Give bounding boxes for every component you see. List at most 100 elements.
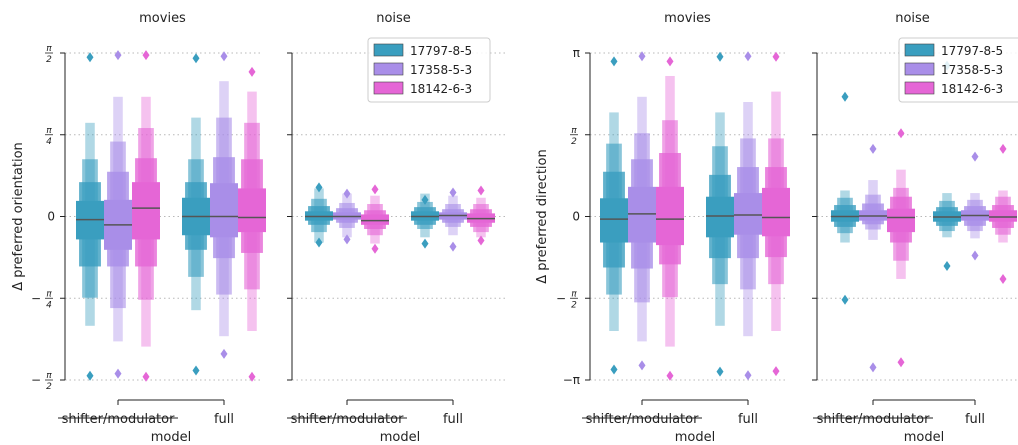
panel-title: noise (895, 11, 930, 26)
y-tick-label: π4 (45, 126, 53, 147)
boxen-18142-6-3-shifter/modulator (887, 128, 915, 368)
boxen-17797-8-5-shifter/modulator (600, 56, 628, 375)
outlier-point (86, 370, 94, 381)
outlier-point (772, 51, 780, 62)
boxen-17358-5-3-full (734, 51, 762, 381)
boxen-17797-8-5-full (411, 193, 439, 249)
y-tick-numerator: π (46, 44, 52, 54)
x-tick-label: shifter/modulator (817, 412, 931, 427)
legend-label: 17358-5-3 (941, 63, 1003, 77)
y-tick-label: π (573, 46, 580, 60)
outlier-point (315, 182, 323, 193)
boxen-level (887, 208, 915, 233)
y-tick-label: 0 (572, 210, 580, 224)
boxen-level (762, 187, 790, 237)
boxen-17797-8-5-full (706, 51, 734, 377)
boxen-18142-6-3-full (989, 143, 1017, 284)
boxen-level (989, 210, 1017, 222)
legend-label: 18142-6-3 (410, 82, 472, 96)
outlier-point (744, 51, 752, 62)
boxen-level (210, 183, 238, 238)
y-tick-sign: − (556, 291, 566, 305)
boxen-level (361, 214, 389, 225)
y-tick-label: 0 (47, 210, 55, 224)
outlier-point (114, 50, 122, 61)
panel-2: noise shifter/modulator full model 17797-8-5… (287, 11, 505, 445)
legend-label: 17797-8-5 (941, 44, 1003, 58)
panel-title: movies (139, 11, 186, 26)
boxen-18142-6-3-full (762, 51, 790, 377)
boxen-17797-8-5-full (933, 60, 961, 271)
x-axis-label: model (904, 430, 944, 445)
boxen-17358-5-3-full (210, 51, 238, 359)
y-tick-sign: − (31, 373, 41, 387)
boxen-level (628, 186, 656, 243)
outlier-point (999, 273, 1007, 284)
outlier-point (897, 128, 905, 139)
outlier-point (943, 260, 951, 271)
y-axis-label: Δ preferred direction (535, 149, 550, 283)
boxen-level (656, 186, 684, 246)
boxen-17797-8-5-shifter/modulator (305, 182, 333, 248)
outlier-point (114, 368, 122, 379)
y-tick-denominator: 4 (46, 300, 52, 310)
outlier-point (248, 371, 256, 382)
boxen-17358-5-3-shifter/modulator (628, 51, 656, 371)
outlier-point (449, 241, 457, 252)
y-tick-numerator: π (46, 371, 52, 381)
outlier-point (192, 53, 200, 64)
outlier-point (666, 370, 674, 381)
boxen-18142-6-3-shifter/modulator (132, 50, 160, 382)
outlier-point (343, 188, 351, 199)
y-tick-denominator: 2 (46, 55, 52, 65)
outlier-point (610, 364, 618, 375)
outlier-point (869, 362, 877, 373)
legend-swatch (904, 43, 935, 57)
boxen-17358-5-3-full (961, 151, 989, 261)
outlier-point (220, 51, 228, 62)
outlier-point (744, 370, 752, 381)
x-axis-label: model (675, 430, 715, 445)
boxen-18142-6-3-full (467, 185, 495, 246)
boxen-18142-6-3-shifter/modulator (656, 56, 684, 381)
outlier-point (477, 235, 485, 246)
x-tick-label: shifter/modulator (586, 412, 700, 427)
outlier-point (716, 366, 724, 377)
panel-title: noise (376, 11, 411, 26)
outlier-point (638, 360, 646, 371)
y-tick-numerator: π (46, 289, 52, 299)
y-tick-label: − π4 (31, 289, 53, 310)
boxen-level (238, 188, 266, 233)
legend-label: 17358-5-3 (410, 63, 472, 77)
legend-swatch (904, 81, 935, 95)
outlier-point (897, 357, 905, 368)
x-tick-label: full (738, 412, 758, 427)
legend: 17797-8-5 17358-5-3 18142-6-3 (367, 37, 491, 103)
outlier-point (638, 51, 646, 62)
y-tick-denominator: 2 (571, 300, 577, 310)
y-tick-denominator: 4 (46, 137, 52, 147)
outlier-point (999, 143, 1007, 154)
outlier-point (971, 151, 979, 162)
legend-swatch (373, 81, 404, 95)
outlier-point (841, 91, 849, 102)
boxen-17358-5-3-shifter/modulator (859, 143, 887, 373)
y-tick-numerator: π (571, 289, 577, 299)
y-tick-denominator: 2 (571, 137, 577, 147)
legend-label: 17797-8-5 (410, 44, 472, 58)
boxen-17797-8-5-shifter/modulator (831, 91, 859, 305)
outlier-point (86, 52, 94, 63)
outlier-point (142, 371, 150, 382)
boxen-17358-5-3-full (439, 187, 467, 252)
x-tick-label: shifter/modulator (291, 412, 405, 427)
outlier-point (343, 234, 351, 245)
outlier-point (477, 185, 485, 196)
x-tick-label: full (965, 412, 985, 427)
boxen-17797-8-5-shifter/modulator (76, 52, 104, 381)
legend-swatch (373, 62, 404, 76)
panel-title: movies (664, 11, 711, 26)
outlier-point (421, 194, 429, 205)
